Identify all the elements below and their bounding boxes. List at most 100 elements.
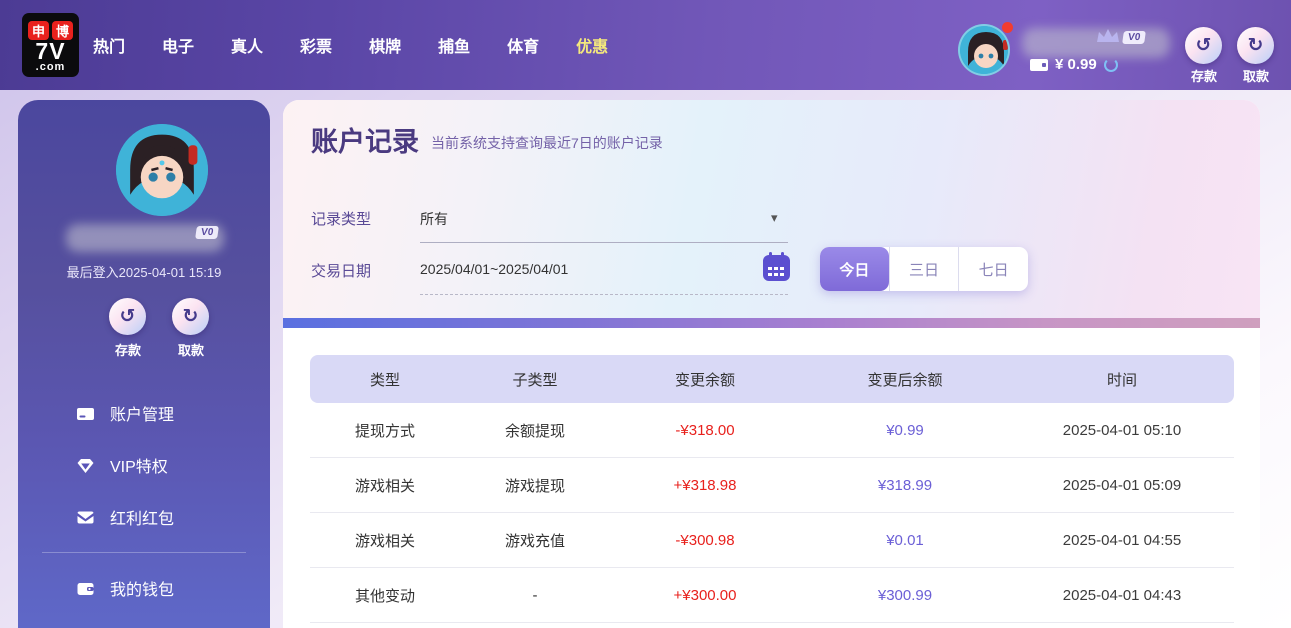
chevron-down-icon[interactable]: ▾ <box>771 210 778 225</box>
logo-badge-1: 申 <box>28 20 49 40</box>
sidebar-menu: 账户管理 VIP特权 红利红包 我的钱包 交易记录 <box>18 388 270 628</box>
main-content-card: 账户记录 当前系统支持查询最近7日的账户记录 记录类型 所有 ▾ 交易日期 20… <box>283 100 1260 628</box>
column-header-after: 变更后余额 <box>867 371 943 389</box>
logo-badges: 申 博 <box>28 20 73 40</box>
last-login-text: 最后登入2025-04-01 15:19 <box>66 265 222 280</box>
deposit-button-sidebar[interactable]: ↺ <box>109 298 146 335</box>
nav-item-lottery[interactable]: 彩票 <box>300 39 333 56</box>
cell-time: 2025-04-01 05:10 <box>1062 421 1182 439</box>
deposit-label-top[interactable]: 存款 <box>1190 69 1217 84</box>
cell-change-amount: +¥300.00 <box>673 586 737 604</box>
table-row: 游戏相关 游戏提现 +¥318.98 ¥318.99 2025-04-01 05… <box>310 458 1234 513</box>
sidebar-item-transaction-records[interactable]: 交易记录 <box>18 615 270 628</box>
table-row: 其他变动 - +¥300.00 ¥300.99 2025-04-01 04:43 <box>310 568 1234 623</box>
records-header-section: 账户记录 当前系统支持查询最近7日的账户记录 记录类型 所有 ▾ 交易日期 20… <box>283 100 1260 318</box>
logo-badge-2: 博 <box>52 20 73 40</box>
withdraw-icon: ↻ <box>1247 35 1264 56</box>
cell-change-amount: -¥300.98 <box>675 531 735 549</box>
nav-item-live[interactable]: 真人 <box>231 39 264 56</box>
transaction-date-label: 交易日期 <box>311 263 372 280</box>
sidebar-divider <box>42 552 246 553</box>
cell-subtype: - <box>532 586 538 604</box>
cell-subtype: 余额提现 <box>504 422 565 440</box>
page-title: 账户记录 <box>311 127 419 157</box>
notification-dot <box>1002 22 1013 33</box>
date-range-button-group: 今日 三日 七日 <box>820 247 1028 291</box>
page-subtitle: 当前系统支持查询最近7日的账户记录 <box>431 135 663 151</box>
cell-type: 提现方式 <box>354 422 415 440</box>
cell-after-balance: ¥318.99 <box>877 476 933 494</box>
vip-gem-icon <box>76 456 95 475</box>
record-type-select[interactable]: 所有 <box>420 211 448 227</box>
nav-item-cards[interactable]: 棋牌 <box>369 39 402 56</box>
withdraw-button-top[interactable]: ↻ <box>1237 27 1274 64</box>
cell-subtype: 游戏提现 <box>504 477 565 495</box>
vip-badge-sidebar: V0 <box>195 226 220 239</box>
wallet-icon <box>76 579 95 598</box>
table-header-row: 类型 子类型 变更余额 变更后余额 时间 <box>310 355 1234 403</box>
nav-item-sports[interactable]: 体育 <box>507 39 540 56</box>
nav-item-hot[interactable]: 热门 <box>93 39 126 56</box>
deposit-icon: ↺ <box>119 306 136 327</box>
date-range-input[interactable]: 2025/04/01~2025/04/01 <box>420 261 569 277</box>
range-button-today[interactable]: 今日 <box>820 247 889 291</box>
avatar-illustration <box>960 26 1008 74</box>
deposit-label-sidebar[interactable]: 存款 <box>114 343 141 358</box>
nav-item-fishing[interactable]: 捕鱼 <box>438 39 471 56</box>
vip-level-label-sidebar: V0 <box>195 226 220 239</box>
deposit-button-top[interactable]: ↺ <box>1185 27 1222 64</box>
sidebar-item-account-management[interactable]: 账户管理 <box>18 388 270 438</box>
cell-after-balance: ¥0.99 <box>886 421 924 439</box>
refresh-balance-icon[interactable] <box>1103 57 1118 72</box>
sidebar-item-label: 我的钱包 <box>110 582 175 599</box>
cell-after-balance: ¥300.99 <box>877 586 933 604</box>
avatar-illustration-large <box>116 124 208 216</box>
nav-item-promo[interactable]: 优惠 <box>576 39 609 56</box>
site-logo[interactable]: 申 博 7V .com <box>22 13 79 77</box>
cell-time: 2025-04-01 04:55 <box>1062 531 1182 549</box>
withdraw-label-sidebar[interactable]: 取款 <box>177 343 204 358</box>
withdraw-label-top[interactable]: 取款 <box>1242 69 1269 84</box>
date-underline <box>420 294 788 295</box>
cell-after-balance: ¥0.01 <box>886 531 924 549</box>
column-header-subtype: 子类型 <box>512 371 558 389</box>
select-underline <box>420 242 788 243</box>
column-header-type: 类型 <box>369 371 400 389</box>
withdraw-button-sidebar[interactable]: ↻ <box>172 298 209 335</box>
record-type-label: 记录类型 <box>311 211 372 228</box>
cell-change-amount: -¥318.00 <box>675 421 735 439</box>
vip-badge-top: V0 <box>1095 28 1147 44</box>
sidebar-item-label: 红利红包 <box>110 511 175 528</box>
sidebar-item-label: 账户管理 <box>110 407 175 424</box>
records-table: 类型 子类型 变更余额 变更后余额 时间 提现方式 余额提现 -¥318.00 … <box>310 355 1234 623</box>
cell-type: 游戏相关 <box>354 532 415 550</box>
column-header-time: 时间 <box>1106 371 1137 389</box>
main-nav: 热门 电子 真人 彩票 棋牌 捕鱼 体育 优惠 <box>93 0 608 90</box>
range-button-seven-days[interactable]: 七日 <box>958 247 1028 291</box>
sidebar-item-vip-privilege[interactable]: VIP特权 <box>18 440 270 490</box>
cell-type: 其他变动 <box>354 587 415 605</box>
cell-time: 2025-04-01 05:09 <box>1062 476 1182 494</box>
sidebar: V0 最后登入2025-04-01 15:19 ↺ 存款 ↻ 取款 账户管理 V… <box>18 100 270 628</box>
user-avatar[interactable] <box>958 24 1010 76</box>
withdraw-icon: ↻ <box>182 306 199 327</box>
range-button-three-days[interactable]: 三日 <box>888 247 959 291</box>
table-row: 游戏相关 游戏充值 -¥300.98 ¥0.01 2025-04-01 04:5… <box>310 513 1234 568</box>
deposit-icon: ↺ <box>1195 35 1212 56</box>
red-packet-icon <box>76 508 95 527</box>
cell-change-amount: +¥318.98 <box>673 476 737 494</box>
wallet-balance-row: ¥ 0.99 <box>1030 56 1118 73</box>
sidebar-item-my-wallet[interactable]: 我的钱包 <box>18 563 270 613</box>
sidebar-item-label: VIP特权 <box>110 459 168 476</box>
logo-text: 7V <box>35 37 66 64</box>
cell-subtype: 游戏充值 <box>504 532 565 550</box>
logo-domain: .com <box>35 60 66 73</box>
card-icon <box>76 404 95 423</box>
table-row: 提现方式 余额提现 -¥318.00 ¥0.99 2025-04-01 05:1… <box>310 403 1234 458</box>
column-header-change: 变更余额 <box>674 371 735 389</box>
profile-avatar[interactable] <box>116 124 208 216</box>
calendar-icon[interactable] <box>763 252 790 281</box>
sidebar-item-red-packet[interactable]: 红利红包 <box>18 492 270 542</box>
nav-item-slots[interactable]: 电子 <box>162 39 195 56</box>
cell-time: 2025-04-01 04:43 <box>1062 586 1182 604</box>
